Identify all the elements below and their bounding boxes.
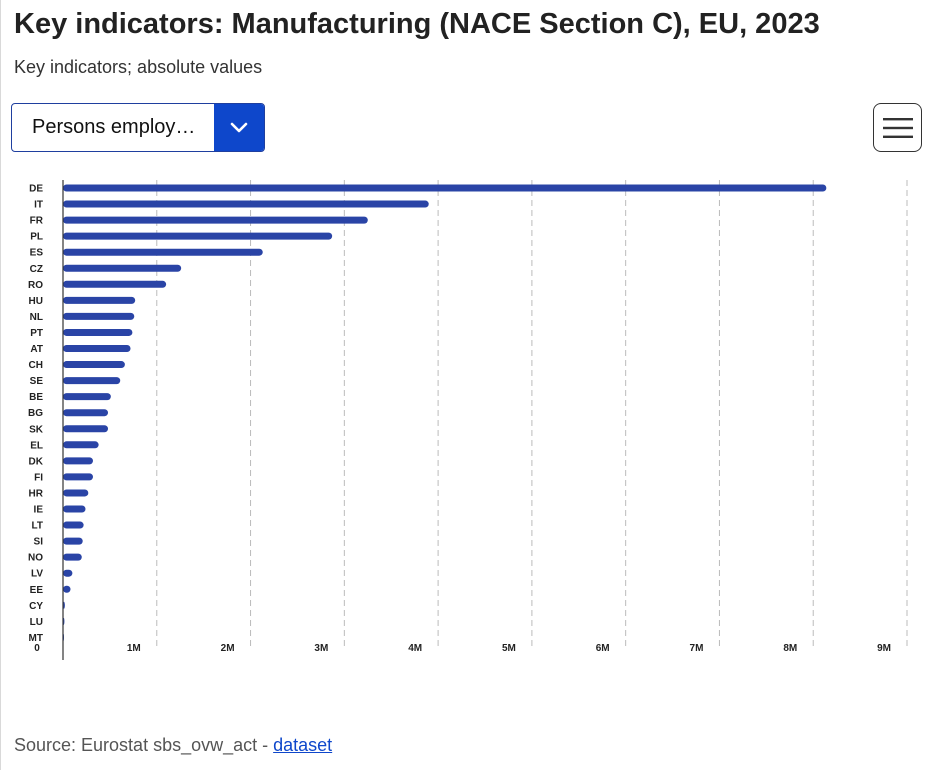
bar-se[interactable]	[63, 377, 121, 385]
bar-ee[interactable]	[63, 585, 71, 593]
bar-cz[interactable]	[63, 264, 182, 272]
bar-sk[interactable]	[63, 425, 109, 433]
x-tick-label: 6M	[596, 643, 610, 654]
category-label: LT	[32, 521, 43, 532]
bar-it[interactable]	[63, 200, 429, 208]
indicator-select[interactable]: Persons employ…	[11, 103, 265, 152]
bar-bg[interactable]	[63, 409, 109, 417]
indicator-select-value: Persons employ…	[32, 116, 196, 138]
category-label: RO	[28, 280, 43, 291]
bar-ro[interactable]	[63, 280, 167, 288]
bar-no[interactable]	[63, 553, 82, 561]
x-tick-label: 1M	[127, 643, 141, 654]
dataset-link[interactable]: dataset	[273, 735, 333, 755]
x-tick-label: 2M	[221, 643, 235, 654]
bar-dk[interactable]	[63, 457, 94, 465]
bar-lv[interactable]	[63, 569, 73, 577]
category-label: EL	[30, 440, 43, 451]
bar-ie[interactable]	[63, 505, 86, 513]
bar-ch[interactable]	[63, 361, 125, 369]
frame-border	[0, 0, 1, 770]
bar-es[interactable]	[63, 248, 263, 256]
bar-lt[interactable]	[63, 521, 84, 529]
bar-fr[interactable]	[63, 216, 368, 224]
x-tick-label: 4M	[408, 643, 422, 654]
x-tick-label: 0	[34, 643, 40, 654]
category-label: BE	[29, 392, 43, 403]
bar-pt[interactable]	[63, 328, 133, 336]
category-label: MT	[29, 633, 43, 644]
x-tick-label: 9M	[877, 643, 891, 654]
category-label: DE	[29, 184, 43, 195]
bar-si[interactable]	[63, 537, 83, 545]
category-label: SI	[34, 537, 44, 548]
category-label: AT	[30, 344, 43, 355]
category-label: FI	[34, 472, 43, 483]
page-title: Key indicators: Manufacturing (NACE Sect…	[14, 8, 820, 40]
category-label: HU	[29, 296, 43, 307]
category-label: SK	[29, 424, 44, 435]
x-tick-label: 7M	[690, 643, 704, 654]
category-label: LU	[30, 617, 43, 628]
menu-button[interactable]	[873, 103, 922, 152]
category-label: HR	[29, 488, 44, 499]
x-tick-label: 3M	[314, 643, 328, 654]
page-subtitle: Key indicators; absolute values	[14, 57, 263, 77]
category-label: IE	[34, 505, 44, 516]
category-labels: DE IT FR PL ES CZ RO HU NL PT AT CH SE BE BG SK EL DK FI HR…	[28, 184, 44, 644]
category-label: IT	[34, 200, 43, 211]
bar-pl[interactable]	[63, 232, 333, 240]
x-tick-label: 8M	[783, 643, 797, 654]
category-label: NL	[30, 312, 43, 323]
bar-chart: DE IT FR PL ES CZ RO HU NL PT AT CH SE BE BG SK EL DK FI HR…	[28, 180, 908, 660]
bar-be[interactable]	[63, 393, 111, 401]
chevron-down-icon	[230, 122, 248, 132]
bar-hr[interactable]	[63, 489, 89, 497]
bar-at[interactable]	[63, 345, 131, 352]
category-label: NO	[28, 553, 43, 564]
category-label: FR	[30, 216, 44, 227]
category-label: CY	[29, 601, 43, 612]
category-label: PT	[30, 328, 43, 339]
bar-fi[interactable]	[63, 473, 94, 481]
bars	[63, 184, 827, 641]
category-label: CZ	[30, 264, 43, 275]
bar-nl[interactable]	[63, 312, 135, 320]
x-tick-label: 5M	[502, 643, 516, 654]
bar-hu[interactable]	[63, 296, 136, 304]
grid-lines	[156, 180, 908, 648]
category-label: DK	[29, 456, 44, 467]
source-note: Source: Eurostat sbs_ovw_act - dataset	[14, 735, 332, 756]
indicator-select-toggle[interactable]	[214, 104, 264, 151]
source-text: Source: Eurostat sbs_ovw_act -	[14, 735, 274, 755]
hamburger-menu-icon	[882, 117, 913, 138]
category-label: BG	[28, 408, 43, 419]
category-label: ES	[30, 248, 44, 259]
bar-de[interactable]	[63, 184, 827, 192]
category-label: PL	[30, 232, 43, 243]
category-label: SE	[30, 376, 44, 387]
category-label: LV	[31, 569, 43, 580]
bar-el[interactable]	[63, 441, 99, 449]
x-axis-ticks: 0 1M 2M 3M 4M 5M 6M 7M 8M 9M	[34, 643, 891, 654]
category-label: CH	[29, 360, 43, 371]
category-label: EE	[30, 585, 44, 596]
